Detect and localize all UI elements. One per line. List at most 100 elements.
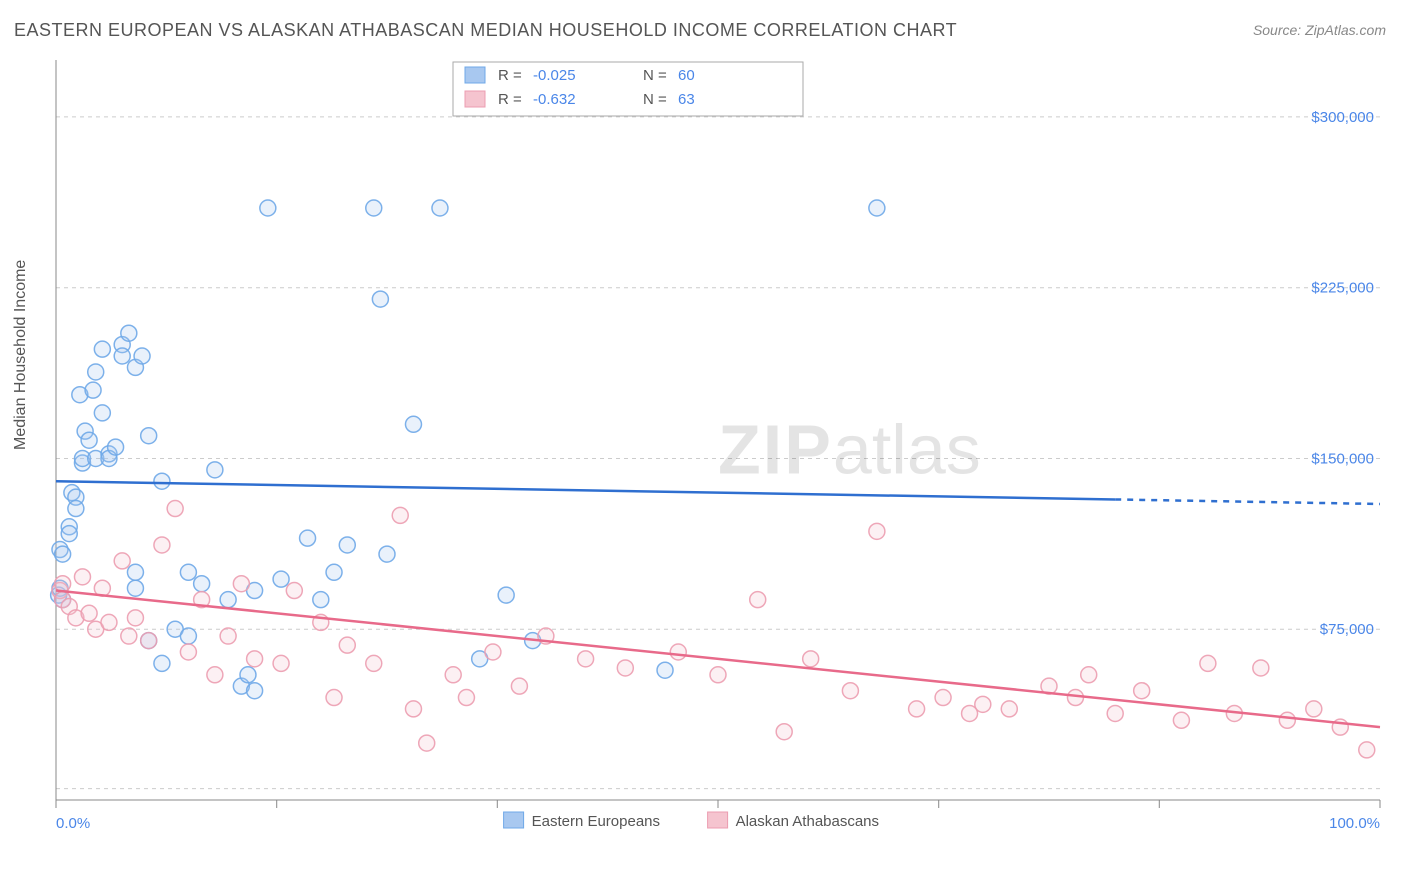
data-point	[1279, 712, 1295, 728]
data-point	[776, 724, 792, 740]
y-tick-label: $150,000	[1311, 450, 1374, 467]
data-point	[247, 683, 263, 699]
data-point	[432, 200, 448, 216]
data-point	[578, 651, 594, 667]
watermark: ZIPatlas	[718, 410, 981, 488]
x-tick-max: 100.0%	[1329, 815, 1380, 832]
data-point	[1200, 655, 1216, 671]
data-point	[869, 523, 885, 539]
data-point	[127, 580, 143, 596]
source-attribution: Source: ZipAtlas.com	[1253, 22, 1386, 38]
data-point	[85, 382, 101, 398]
legend-swatch	[504, 812, 524, 828]
data-point	[1253, 660, 1269, 676]
trend-line-dash-0	[1115, 499, 1380, 504]
y-tick-label: $225,000	[1311, 280, 1374, 297]
data-point	[134, 348, 150, 364]
data-point	[194, 576, 210, 592]
legend-n-label: N =	[643, 67, 667, 84]
data-point	[286, 583, 302, 599]
y-tick-label: $300,000	[1311, 109, 1374, 126]
data-point	[180, 628, 196, 644]
data-point	[273, 571, 289, 587]
stats-legend: R =-0.025N =60R =-0.632N =63	[453, 62, 803, 116]
data-point	[154, 655, 170, 671]
data-point	[1359, 742, 1375, 758]
data-point	[260, 200, 276, 216]
series-legend: Eastern Europeans Alaskan Athabascans	[504, 812, 879, 830]
data-point	[909, 701, 925, 717]
svg-text:ZIPatlas: ZIPatlas	[718, 410, 981, 488]
data-point	[1081, 667, 1097, 683]
chart-title: EASTERN EUROPEAN VS ALASKAN ATHABASCAN M…	[14, 20, 957, 41]
data-point	[975, 696, 991, 712]
data-point	[114, 348, 130, 364]
data-point	[94, 341, 110, 357]
legend-n-value: 60	[678, 67, 695, 84]
data-point	[55, 546, 71, 562]
data-point	[121, 628, 137, 644]
data-point	[405, 701, 421, 717]
data-point	[750, 592, 766, 608]
legend-r-label: R =	[498, 91, 522, 108]
data-point	[74, 569, 90, 585]
data-point	[657, 662, 673, 678]
chart-svg: 0.0% 100.0% $75,000 $150,000 $225,000 $300,00…	[48, 60, 1388, 840]
legend-r-label: R =	[498, 67, 522, 84]
data-point	[392, 507, 408, 523]
legend-swatch	[708, 812, 728, 828]
data-point	[458, 690, 474, 706]
data-point	[220, 592, 236, 608]
data-point	[339, 637, 355, 653]
data-point	[710, 667, 726, 683]
data-point	[167, 501, 183, 517]
data-point	[935, 690, 951, 706]
y-axis-label: Median Household Income	[12, 260, 30, 450]
data-point	[405, 416, 421, 432]
data-point	[419, 735, 435, 751]
data-point	[68, 501, 84, 517]
data-point	[127, 610, 143, 626]
x-tick-min: 0.0%	[56, 815, 90, 832]
data-point	[207, 462, 223, 478]
data-point	[180, 644, 196, 660]
data-point	[485, 644, 501, 660]
legend-series-name: Eastern Europeans	[532, 813, 660, 830]
data-point	[366, 655, 382, 671]
data-point	[326, 690, 342, 706]
chart-plot-area: 0.0% 100.0% $75,000 $150,000 $225,000 $300,00…	[48, 60, 1388, 840]
data-point	[233, 576, 249, 592]
data-point	[842, 683, 858, 699]
data-point	[101, 614, 117, 630]
legend-series-name: Alaskan Athabascans	[736, 813, 879, 830]
data-point	[379, 546, 395, 562]
data-point	[511, 678, 527, 694]
data-point	[121, 325, 137, 341]
data-point	[180, 564, 196, 580]
data-point	[207, 667, 223, 683]
data-point	[61, 526, 77, 542]
data-point	[1001, 701, 1017, 717]
data-point	[1306, 701, 1322, 717]
data-point	[670, 644, 686, 660]
data-point	[127, 564, 143, 580]
data-point	[1173, 712, 1189, 728]
y-tick-label: $75,000	[1320, 621, 1374, 638]
data-point	[220, 628, 236, 644]
data-point	[108, 439, 124, 455]
legend-r-value: -0.025	[533, 67, 576, 84]
data-point	[81, 605, 97, 621]
data-point	[869, 200, 885, 216]
data-point	[81, 432, 97, 448]
data-point	[141, 428, 157, 444]
data-point	[114, 553, 130, 569]
legend-n-label: N =	[643, 91, 667, 108]
data-point	[339, 537, 355, 553]
data-point	[1134, 683, 1150, 699]
data-point	[498, 587, 514, 603]
data-point	[88, 364, 104, 380]
data-point	[55, 576, 71, 592]
data-point	[366, 200, 382, 216]
data-point	[240, 667, 256, 683]
data-point	[141, 633, 157, 649]
